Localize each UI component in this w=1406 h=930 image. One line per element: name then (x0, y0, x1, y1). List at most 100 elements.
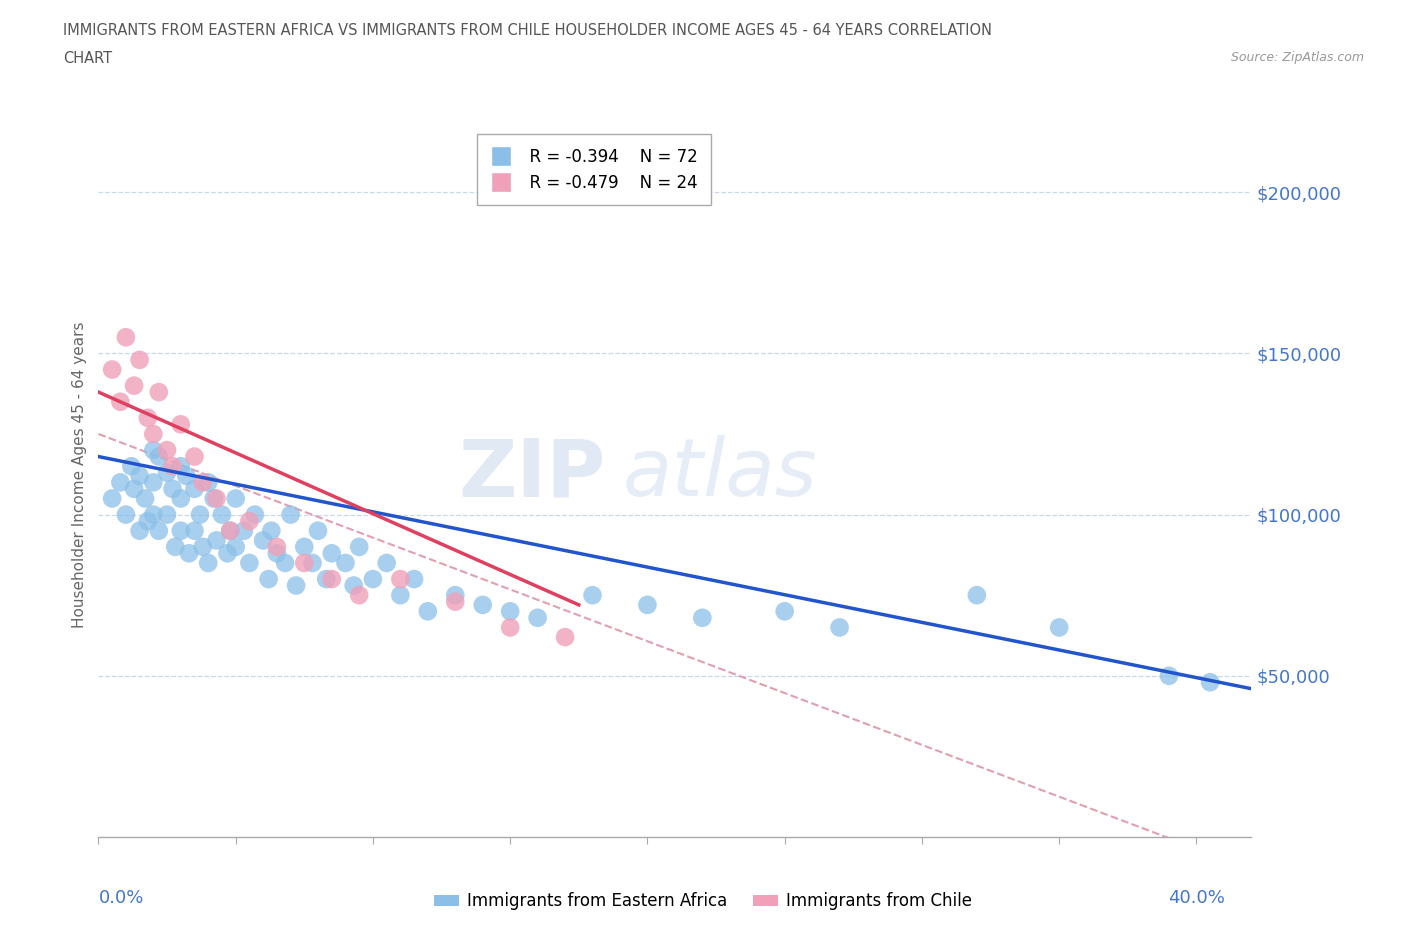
Point (499, 604, 522, 618)
Legend:   R = -0.394    N = 72,   R = -0.479    N = 24: R = -0.394 N = 72, R = -0.479 N = 24 (477, 135, 711, 206)
Text: 0.0%: 0.0% (98, 888, 143, 907)
Point (347, 588, 370, 603)
Y-axis label: Householder Income Ages 45 - 64 years: Householder Income Ages 45 - 64 years (72, 321, 87, 628)
Point (120, 458, 142, 473)
Point (142, 427, 165, 442)
Point (692, 610, 714, 625)
Point (183, 482, 205, 497)
Point (260, 524, 283, 538)
Point (243, 507, 266, 522)
Point (773, 604, 796, 618)
Text: 40.0%: 40.0% (1168, 888, 1225, 907)
Point (416, 604, 439, 618)
Point (225, 539, 247, 554)
Point (219, 524, 242, 538)
Point (217, 546, 239, 561)
Point (389, 588, 412, 603)
Point (347, 539, 370, 554)
Point (148, 385, 170, 400)
Point (205, 491, 228, 506)
Point (307, 524, 329, 538)
Point (238, 555, 260, 570)
Point (191, 539, 214, 554)
Point (581, 588, 603, 603)
Text: IMMIGRANTS FROM EASTERN AFRICA VS IMMIGRANTS FROM CHILE HOUSEHOLDER INCOME AGES : IMMIGRANTS FROM EASTERN AFRICA VS IMMIGR… (63, 23, 993, 38)
Point (257, 572, 280, 587)
Point (499, 620, 522, 635)
Point (335, 555, 357, 570)
Point (205, 533, 228, 548)
Point (101, 362, 124, 377)
Point (128, 352, 150, 367)
Text: atlas: atlas (623, 435, 818, 513)
Point (321, 546, 343, 561)
Point (136, 513, 159, 528)
Point (162, 458, 184, 473)
Point (142, 475, 165, 490)
Point (136, 410, 159, 425)
Point (128, 524, 150, 538)
Point (122, 379, 145, 393)
Point (197, 555, 219, 570)
Point (191, 475, 214, 490)
Point (170, 417, 193, 432)
Point (1157, 669, 1180, 684)
Point (389, 572, 412, 587)
Point (375, 555, 398, 570)
Point (156, 507, 179, 522)
Point (148, 449, 170, 464)
Point (115, 330, 138, 345)
Point (156, 443, 179, 458)
Point (142, 443, 165, 458)
Point (238, 513, 260, 528)
Point (197, 475, 219, 490)
Point (292, 539, 315, 554)
Point (315, 572, 337, 587)
Point (122, 482, 145, 497)
Point (285, 578, 308, 593)
Point (274, 555, 297, 570)
Point (1199, 675, 1222, 690)
Point (266, 539, 288, 554)
Point (128, 469, 150, 484)
Point (232, 524, 254, 538)
Point (1047, 620, 1070, 635)
Point (554, 630, 576, 644)
Point (156, 465, 179, 480)
Point (252, 533, 274, 548)
Point (101, 491, 124, 506)
Point (526, 610, 548, 625)
Point (444, 594, 467, 609)
Point (177, 546, 200, 561)
Point (225, 491, 247, 506)
Point (966, 588, 988, 603)
Point (188, 507, 211, 522)
Point (321, 572, 343, 587)
Point (301, 555, 323, 570)
Point (828, 620, 851, 635)
Point (183, 524, 205, 538)
Point (471, 597, 494, 612)
Point (292, 555, 315, 570)
Point (343, 578, 366, 593)
Point (110, 475, 132, 490)
Point (404, 572, 426, 587)
Text: Source: ZipAtlas.com: Source: ZipAtlas.com (1230, 51, 1364, 64)
Text: ZIP: ZIP (458, 435, 606, 513)
Point (219, 524, 242, 538)
Point (636, 597, 658, 612)
Point (134, 491, 156, 506)
Point (115, 507, 138, 522)
Point (202, 491, 225, 506)
Point (110, 394, 132, 409)
Point (266, 546, 288, 561)
Point (170, 458, 193, 473)
Point (444, 588, 467, 603)
Legend: Immigrants from Eastern Africa, Immigrants from Chile: Immigrants from Eastern Africa, Immigran… (427, 885, 979, 917)
Text: CHART: CHART (63, 51, 112, 66)
Point (280, 507, 302, 522)
Point (165, 539, 187, 554)
Point (361, 572, 384, 587)
Point (162, 482, 184, 497)
Point (142, 507, 165, 522)
